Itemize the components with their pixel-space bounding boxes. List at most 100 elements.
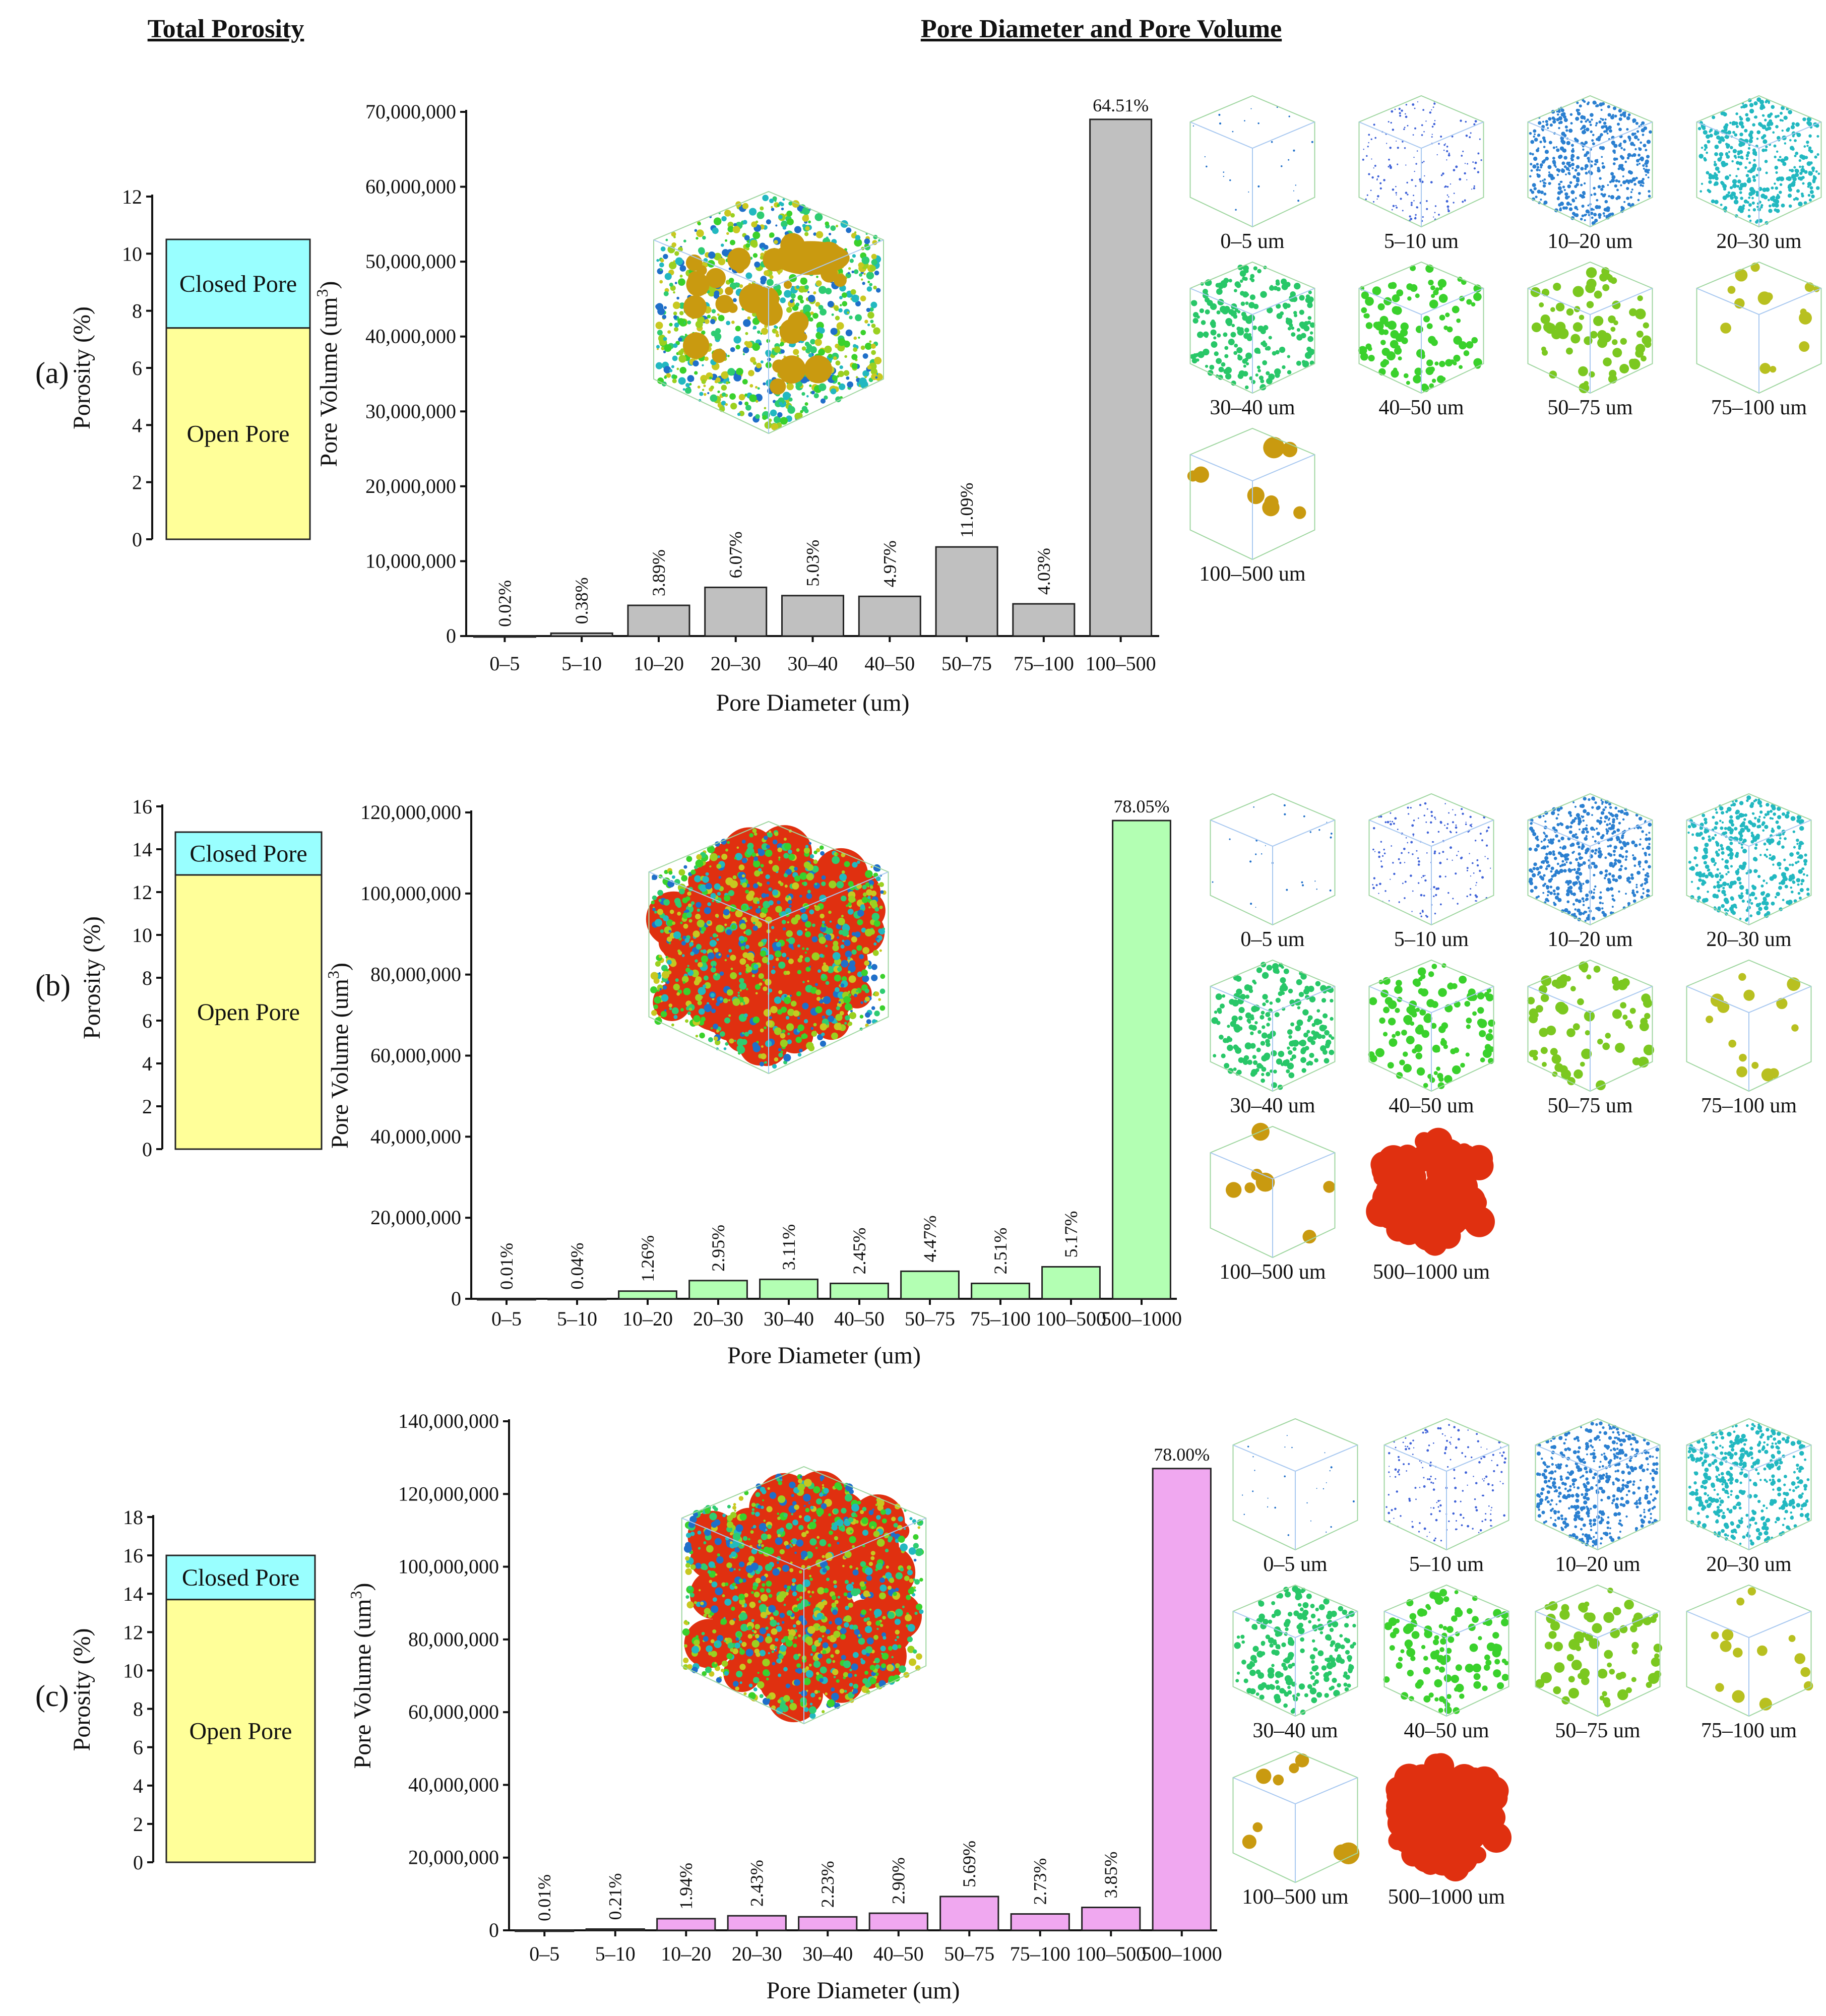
pore-dot	[774, 1027, 782, 1035]
pore-dot	[835, 360, 841, 366]
pore-dot	[1253, 806, 1254, 808]
pore-dot	[707, 920, 711, 924]
pore-dot	[1625, 179, 1629, 183]
pore-dot	[1219, 122, 1222, 125]
pore-dot	[675, 978, 679, 982]
pore-dot	[748, 890, 755, 897]
pore-dot	[707, 902, 711, 906]
pore-dot	[1227, 1044, 1233, 1051]
pore-dot	[1719, 820, 1722, 823]
pore-dot	[848, 993, 852, 997]
pore-dot	[1738, 161, 1743, 166]
volume-bar	[1012, 603, 1076, 637]
pore-dot	[745, 272, 752, 279]
category-label: 100–500	[1086, 652, 1156, 675]
pore-dot	[1759, 810, 1763, 814]
pore-dot	[1609, 806, 1612, 809]
pore-dot	[1395, 333, 1404, 342]
cube-outline	[1696, 95, 1822, 228]
pore-dot	[1587, 204, 1590, 207]
pore-dot	[1749, 914, 1753, 917]
pore-dot	[864, 238, 870, 244]
pore-dot	[1749, 139, 1752, 142]
pore-dot	[696, 943, 702, 950]
pore-dot	[1244, 328, 1249, 333]
pore-dot	[1711, 858, 1716, 863]
pore-dot	[1368, 173, 1370, 175]
pore-dot	[1552, 176, 1555, 180]
pore-dot	[1570, 158, 1574, 162]
pore-dot	[1426, 208, 1428, 210]
pore-dot	[1603, 913, 1607, 917]
porosity-tick-label: 14	[132, 838, 152, 861]
pore-dot	[1632, 856, 1636, 861]
pore-dot	[782, 927, 786, 931]
pore-dot	[860, 330, 866, 336]
pore-dot	[1431, 379, 1436, 383]
pore-dot	[1307, 1015, 1313, 1021]
pore-dot	[745, 243, 750, 248]
category-label: 10–20	[622, 1307, 673, 1330]
pore-dot	[752, 318, 760, 325]
pore-dot	[758, 941, 764, 947]
pore-dot	[1262, 994, 1268, 1000]
pore-dot	[1729, 841, 1733, 845]
pore-dot	[1381, 855, 1384, 857]
pore-dot	[1608, 315, 1616, 324]
pore-dot	[755, 853, 759, 857]
pore-dot	[702, 235, 706, 240]
pore-dot	[1707, 868, 1711, 871]
porosity-tick-label: 12	[132, 881, 152, 904]
pore-dot	[1553, 893, 1556, 896]
pore-dot	[1263, 325, 1269, 331]
pore-dot	[787, 849, 792, 854]
pore-dot	[1719, 878, 1722, 881]
pore-dot	[1404, 862, 1406, 863]
pore-dot	[1648, 843, 1651, 845]
pore-dot	[1609, 803, 1612, 805]
pore-dot	[862, 282, 865, 285]
pore-dot	[1540, 840, 1543, 843]
pore-dot	[1593, 186, 1596, 190]
pore-dot	[1777, 825, 1780, 829]
pore-dot	[1768, 128, 1771, 131]
pore-dot	[1410, 841, 1413, 844]
pore-dot	[806, 864, 814, 871]
pore-dot	[813, 232, 817, 236]
pore-dot	[1422, 216, 1424, 218]
pore-dot	[1584, 129, 1586, 131]
pore-dot	[1763, 842, 1767, 846]
pore-dot	[787, 406, 795, 414]
pore-dot	[797, 205, 804, 212]
pore-dot	[847, 272, 850, 275]
pore-dot	[1784, 837, 1787, 840]
pore-dot	[840, 220, 848, 228]
pore-dot	[1431, 134, 1433, 135]
pore-dot	[703, 385, 706, 388]
pore-dot	[1461, 808, 1463, 810]
pore-dot	[831, 1032, 838, 1040]
pore-dot	[1579, 804, 1583, 808]
pore-dot	[1766, 803, 1770, 807]
pore-dot	[1715, 873, 1720, 878]
pore-dot	[671, 242, 677, 247]
pore-dot	[1256, 1047, 1261, 1052]
pore-dot	[1565, 861, 1568, 863]
pore-dot	[1642, 184, 1644, 187]
pore-dot	[1571, 199, 1576, 203]
pore-dot	[1581, 127, 1584, 130]
pore-dot	[708, 251, 716, 259]
pore-dot	[870, 368, 877, 375]
pore-dot	[1712, 115, 1716, 119]
pore-dot	[825, 934, 832, 941]
pore-dot	[1434, 816, 1436, 818]
pore-dot	[1466, 299, 1472, 305]
pore-dot	[1233, 289, 1237, 293]
pore-dot	[755, 400, 759, 403]
pore-dot	[1307, 316, 1312, 320]
pore-dot	[656, 303, 664, 311]
pore-dot	[1596, 828, 1598, 830]
pore-dot	[1800, 308, 1807, 316]
pore-dot	[1601, 907, 1604, 910]
pore-dot	[1567, 869, 1570, 871]
